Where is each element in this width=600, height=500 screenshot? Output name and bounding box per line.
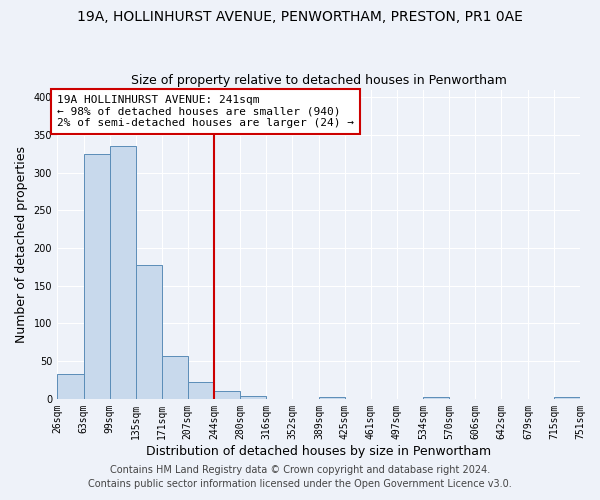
Title: Size of property relative to detached houses in Penwortham: Size of property relative to detached ho… — [131, 74, 506, 87]
Bar — [554, 396, 580, 399]
Bar — [240, 396, 266, 399]
Bar — [110, 146, 136, 399]
Bar — [136, 264, 161, 399]
Text: 19A HOLLINHURST AVENUE: 241sqm
← 98% of detached houses are smaller (940)
2% of : 19A HOLLINHURST AVENUE: 241sqm ← 98% of … — [57, 95, 354, 128]
X-axis label: Distribution of detached houses by size in Penwortham: Distribution of detached houses by size … — [146, 444, 491, 458]
Bar — [214, 390, 240, 399]
Bar — [424, 398, 449, 399]
Bar — [319, 396, 345, 399]
Text: Contains HM Land Registry data © Crown copyright and database right 2024.
Contai: Contains HM Land Registry data © Crown c… — [88, 465, 512, 489]
Y-axis label: Number of detached properties: Number of detached properties — [15, 146, 28, 342]
Bar — [84, 154, 110, 399]
Bar — [57, 374, 84, 399]
Text: 19A, HOLLINHURST AVENUE, PENWORTHAM, PRESTON, PR1 0AE: 19A, HOLLINHURST AVENUE, PENWORTHAM, PRE… — [77, 10, 523, 24]
Bar — [188, 382, 214, 399]
Bar — [161, 356, 188, 399]
